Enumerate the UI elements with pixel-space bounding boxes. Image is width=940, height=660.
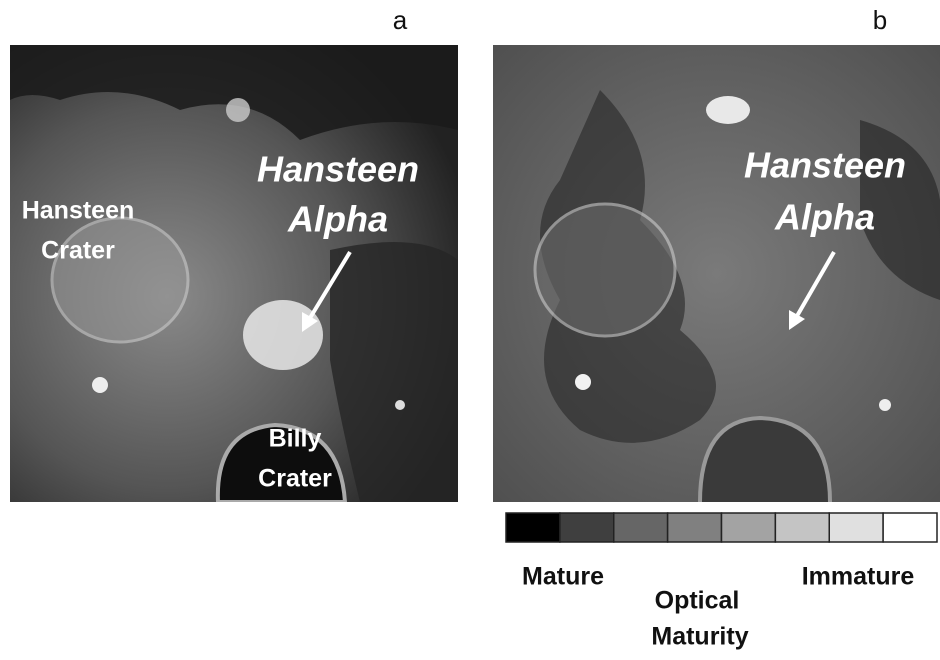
annotation: Hansteen — [22, 197, 135, 225]
legend-title: Maturity — [651, 623, 748, 651]
colorbar — [506, 513, 937, 542]
annotation: Alpha — [287, 199, 388, 240]
legend-label: Immature — [802, 563, 915, 591]
colorbar-swatch — [560, 513, 614, 542]
annotation: Billy — [269, 425, 322, 453]
panel-label: a — [393, 5, 408, 35]
annotation: Crater — [41, 237, 115, 265]
panel-a-image — [10, 45, 458, 502]
annotation: Alpha — [774, 197, 875, 238]
colorbar-swatch — [722, 513, 776, 542]
colorbar-swatch — [775, 513, 829, 542]
figure: a b Hansteen Crater Hansteen Alpha Billy… — [0, 0, 940, 660]
colorbar-swatch — [506, 513, 560, 542]
annotation: Hansteen — [257, 149, 419, 190]
colorbar-swatch — [829, 513, 883, 542]
legend-label: Mature — [522, 563, 604, 591]
colorbar-swatch — [883, 513, 937, 542]
legend-title: Optical — [655, 587, 740, 615]
panel-b-image — [493, 45, 940, 502]
annotation: Hansteen — [744, 145, 906, 186]
annotation: Crater — [258, 465, 332, 493]
colorbar-swatch — [614, 513, 668, 542]
panel-label: b — [873, 5, 887, 35]
colorbar-swatch — [668, 513, 722, 542]
